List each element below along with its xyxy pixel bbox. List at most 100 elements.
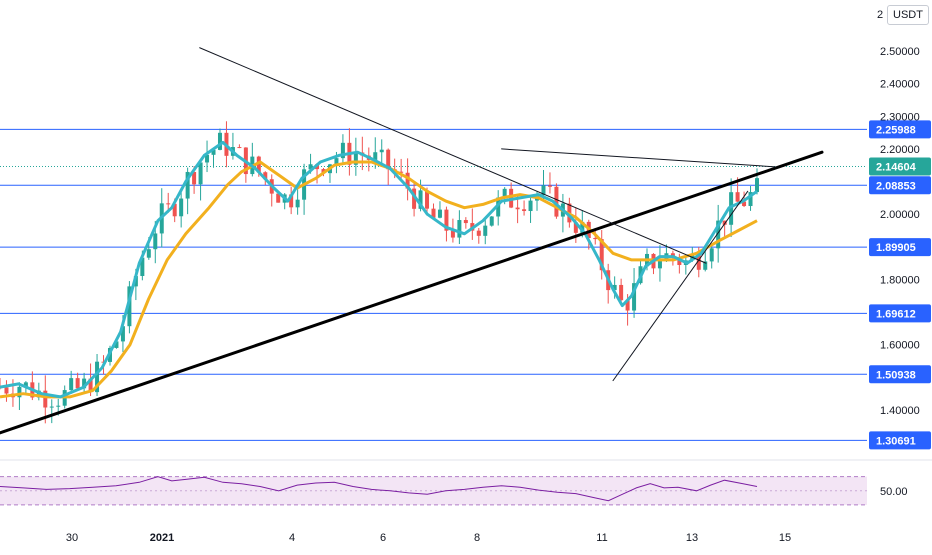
- level-label: 2.25988: [876, 124, 916, 136]
- candle-body: [703, 261, 708, 270]
- level-label: 1.30691: [876, 435, 916, 447]
- candle-body: [237, 147, 242, 149]
- candle-body: [295, 199, 300, 208]
- trendline: [501, 148, 777, 168]
- candle-body: [425, 190, 430, 209]
- candle-body: [528, 200, 533, 212]
- candle-body: [127, 286, 132, 327]
- level-label-bg: [869, 176, 931, 195]
- time-tick-label: 2021: [150, 532, 174, 544]
- candle-body: [625, 300, 630, 311]
- candle-body: [437, 209, 442, 218]
- candle-body: [69, 378, 74, 391]
- time-tick-label: 8: [474, 532, 480, 544]
- candle-body: [166, 203, 171, 205]
- candle-body: [547, 185, 552, 187]
- candle-body: [716, 220, 721, 249]
- candle-body: [405, 172, 410, 189]
- rsi-line: [0, 476, 758, 502]
- candle-body: [593, 238, 598, 240]
- candle-body: [657, 261, 662, 269]
- candle-body: [95, 361, 100, 393]
- level-label: 1.69612: [876, 308, 916, 320]
- candle-body: [742, 201, 747, 207]
- candle-body: [489, 216, 494, 226]
- candle-body: [379, 149, 384, 153]
- time-tick-label: 11: [596, 532, 607, 544]
- candle-body: [522, 209, 527, 212]
- candle-body: [4, 387, 9, 394]
- candle-body: [431, 208, 436, 218]
- candle-body: [373, 152, 378, 160]
- price-tick-label: 2.50000: [880, 46, 920, 58]
- time-tick-label: 15: [779, 532, 791, 544]
- candle-body: [263, 172, 268, 180]
- candle-body: [450, 230, 455, 238]
- candle-body: [599, 239, 604, 271]
- candle-body: [722, 220, 727, 225]
- candle-body: [192, 171, 197, 185]
- price-tick-label: 1.60000: [880, 340, 920, 352]
- candle-body: [17, 386, 22, 398]
- candle-body: [399, 171, 404, 173]
- candle-body: [619, 284, 624, 301]
- candle-body: [82, 378, 87, 389]
- price-axis-top-tick: 2: [877, 9, 884, 21]
- candle-body: [340, 142, 345, 159]
- candle-body: [444, 209, 449, 231]
- candle-body: [276, 193, 281, 203]
- candle-body: [515, 207, 520, 210]
- price-tick-label: 2.40000: [880, 79, 920, 91]
- candle-body: [217, 132, 222, 150]
- candle-body: [185, 171, 190, 199]
- candle-body: [677, 257, 682, 266]
- price-tick-label: 1.80000: [880, 274, 920, 286]
- level-label: 1.89905: [876, 242, 916, 254]
- currency-badge[interactable]: USDT: [887, 5, 929, 25]
- candle-body: [172, 203, 177, 217]
- level-label-bg: [869, 238, 931, 257]
- candle-body: [735, 192, 740, 202]
- candle-body: [140, 257, 145, 277]
- candle-body: [483, 225, 488, 236]
- candle-body: [412, 188, 417, 209]
- price-tick-label: 1.40000: [880, 405, 920, 417]
- support-trendline: [0, 150, 824, 435]
- price-tick-label: 2.20000: [880, 144, 920, 156]
- price-tick-label: 2.00000: [880, 209, 920, 221]
- candle-body: [49, 406, 54, 408]
- level-label-bg: [869, 304, 931, 323]
- candle-body: [463, 220, 468, 224]
- last-price-label: 2.14604: [876, 162, 917, 174]
- candle-body: [612, 284, 617, 291]
- candle-body: [43, 390, 48, 408]
- time-tick-label: 13: [686, 532, 698, 544]
- candle-body: [541, 185, 546, 196]
- candle-body: [353, 152, 358, 165]
- candle-body: [696, 254, 701, 270]
- candle-body: [755, 178, 759, 193]
- candle-body: [153, 233, 158, 250]
- candle-body: [146, 249, 151, 258]
- candle-body: [120, 326, 125, 342]
- time-tick-label: 4: [289, 532, 295, 544]
- candle-body: [289, 194, 294, 208]
- last-price-label-bg: [869, 157, 931, 176]
- candle-body: [205, 154, 210, 163]
- candle-body: [308, 164, 313, 170]
- level-label-bg: [869, 365, 931, 384]
- level-label: 2.08853: [876, 180, 916, 192]
- candle-body: [256, 156, 261, 173]
- candle-body: [748, 192, 753, 207]
- candle-body: [729, 192, 734, 225]
- candle-body: [386, 149, 391, 170]
- trendline: [199, 47, 707, 264]
- candle-body: [580, 221, 585, 233]
- level-label: 1.50938: [876, 369, 916, 381]
- candle-body: [418, 190, 423, 209]
- candle-body: [56, 405, 61, 407]
- time-tick-label: 6: [380, 532, 386, 544]
- price-tick-label: 2.30000: [880, 111, 920, 123]
